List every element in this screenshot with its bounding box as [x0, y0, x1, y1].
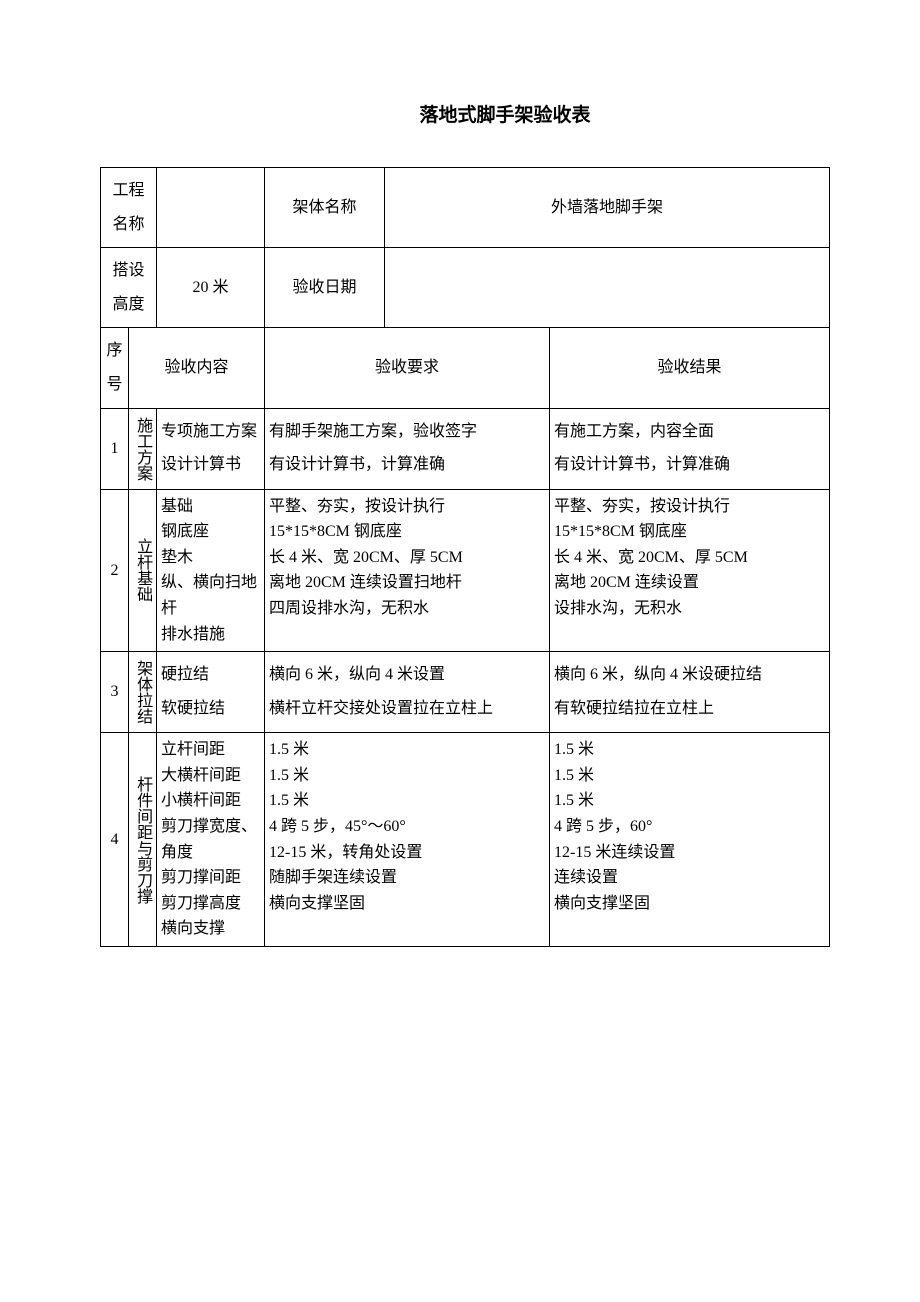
res-cell: 1.5 米1.5 米1.5 米4 跨 5 步，60°12-15 米连续设置连续设…: [550, 733, 830, 947]
col-res: 验收结果: [550, 328, 830, 408]
date-value: [385, 248, 830, 328]
category-cell: 架体拉结: [129, 652, 157, 733]
header-row-1: 工程名称 架体名称 外墙落地脚手架: [101, 168, 830, 248]
items-cell: 硬拉结软硬拉结: [157, 652, 265, 733]
table-row: 4 杆件间距与剪刀撑 立杆间距大横杆间距小横杆间距剪刀撑宽度、角度剪刀撑间距剪刀…: [101, 733, 830, 947]
proj-label: 工程名称: [101, 168, 157, 248]
req-cell: 平整、夯实，按设计执行15*15*8CM 钢底座长 4 米、宽 20CM、厚 5…: [265, 489, 550, 652]
frame-label: 架体名称: [265, 168, 385, 248]
table-row: 1 施工方案 专项施工方案设计计算书 有脚手架施工方案，验收签字有设计计算书，计…: [101, 408, 830, 489]
res-cell: 有施工方案，内容全面有设计计算书，计算准确: [550, 408, 830, 489]
res-cell: 横向 6 米，纵向 4 米设硬拉结有软硬拉结拉在立柱上: [550, 652, 830, 733]
column-header-row: 序号 验收内容 验收要求 验收结果: [101, 328, 830, 408]
date-label: 验收日期: [265, 248, 385, 328]
res-cell: 平整、夯实，按设计执行15*15*8CM 钢底座长 4 米、宽 20CM、厚 5…: [550, 489, 830, 652]
table-row: 3 架体拉结 硬拉结软硬拉结 横向 6 米，纵向 4 米设置横杆立杆交接处设置拉…: [101, 652, 830, 733]
col-seq: 序号: [101, 328, 129, 408]
header-row-2: 搭设高度 20 米 验收日期: [101, 248, 830, 328]
seq-cell: 1: [101, 408, 129, 489]
items-cell: 专项施工方案设计计算书: [157, 408, 265, 489]
col-req: 验收要求: [265, 328, 550, 408]
frame-value: 外墙落地脚手架: [385, 168, 830, 248]
proj-value: [157, 168, 265, 248]
height-value: 20 米: [157, 248, 265, 328]
req-cell: 有脚手架施工方案，验收签字有设计计算书，计算准确: [265, 408, 550, 489]
inspection-table: 工程名称 架体名称 外墙落地脚手架 搭设高度 20 米 验收日期 序号 验收内容…: [100, 167, 830, 947]
col-content: 验收内容: [129, 328, 265, 408]
req-cell: 1.5 米1.5 米1.5 米4 跨 5 步，45°～60°12-15 米，转角…: [265, 733, 550, 947]
table-row: 2 立杆基础 基础钢底座垫木纵、横向扫地杆排水措施 平整、夯实，按设计执行15*…: [101, 489, 830, 652]
items-cell: 立杆间距大横杆间距小横杆间距剪刀撑宽度、角度剪刀撑间距剪刀撑高度横向支撑: [157, 733, 265, 947]
page-title: 落地式脚手架验收表: [100, 100, 830, 127]
seq-cell: 4: [101, 733, 129, 947]
category-cell: 杆件间距与剪刀撑: [129, 733, 157, 947]
category-cell: 立杆基础: [129, 489, 157, 652]
height-label: 搭设高度: [101, 248, 157, 328]
seq-cell: 3: [101, 652, 129, 733]
req-cell: 横向 6 米，纵向 4 米设置横杆立杆交接处设置拉在立柱上: [265, 652, 550, 733]
seq-cell: 2: [101, 489, 129, 652]
category-cell: 施工方案: [129, 408, 157, 489]
items-cell: 基础钢底座垫木纵、横向扫地杆排水措施: [157, 489, 265, 652]
